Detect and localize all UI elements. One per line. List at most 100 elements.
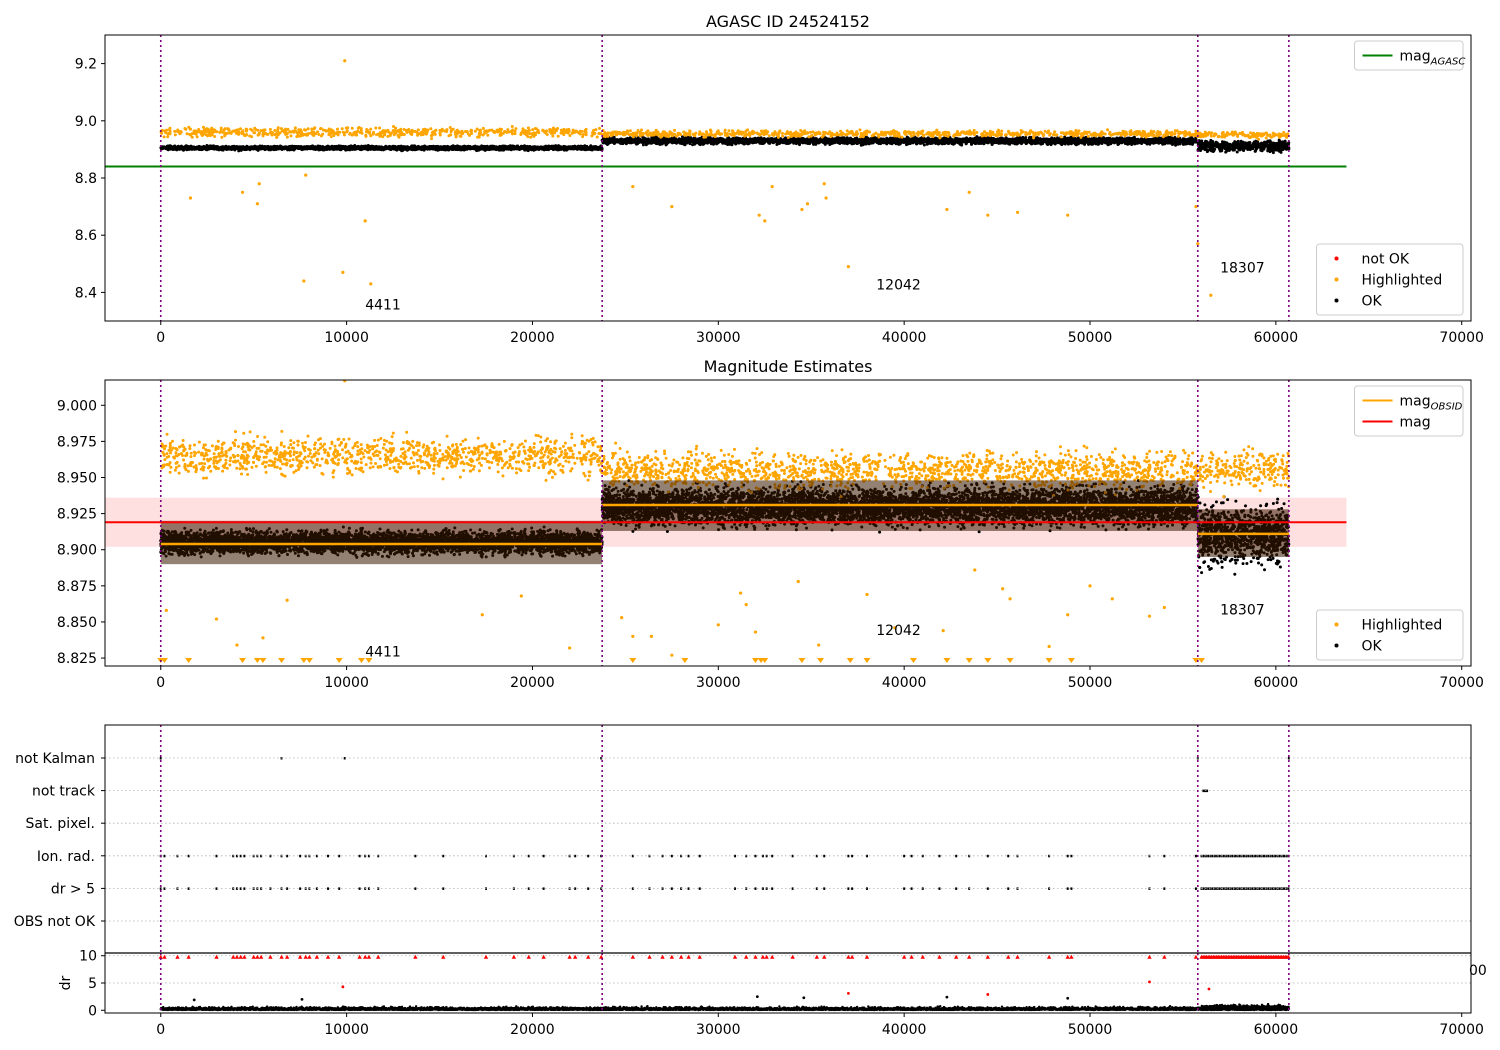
highlighted-point <box>391 124 395 128</box>
highlighted-point <box>594 128 598 132</box>
highlighted-point <box>159 131 163 135</box>
highlighted-point <box>595 135 599 139</box>
ok-point <box>286 148 290 152</box>
ok-point <box>368 146 372 150</box>
highlighted-point <box>319 126 323 130</box>
highlighted-point <box>443 129 447 133</box>
highlighted-point <box>196 130 200 134</box>
highlighted-point <box>218 130 222 134</box>
highlighted-point <box>477 135 481 139</box>
highlighted-point <box>469 129 473 133</box>
highlighted-point <box>209 128 213 132</box>
ok-point <box>587 147 591 151</box>
highlighted-point <box>449 130 453 134</box>
ok-point <box>227 147 231 151</box>
highlighted-point <box>424 132 428 136</box>
highlighted-point <box>432 131 436 135</box>
ok-point <box>322 148 326 152</box>
ok-point <box>382 147 386 151</box>
highlighted-point <box>177 130 181 134</box>
ok-point <box>516 146 520 150</box>
highlighted-point <box>340 127 344 131</box>
ok-point <box>379 146 383 150</box>
ok-point <box>552 146 556 150</box>
ok-point <box>329 147 333 151</box>
highlighted-point <box>388 134 392 138</box>
highlighted-point <box>356 129 360 133</box>
ok-point <box>521 144 525 148</box>
ok-point <box>297 145 301 149</box>
highlighted-point <box>364 134 368 138</box>
highlighted-point <box>293 126 297 130</box>
highlighted-point <box>164 131 168 135</box>
highlighted-point <box>185 132 189 136</box>
scatter-points <box>159 59 1291 297</box>
highlighted-point <box>481 126 485 130</box>
highlighted-point <box>412 129 416 133</box>
highlighted-point <box>303 133 307 137</box>
highlighted-point <box>485 129 489 133</box>
ok-point <box>526 147 530 151</box>
highlighted-point <box>556 134 560 138</box>
ok-point <box>583 145 587 149</box>
highlighted-point <box>204 133 208 137</box>
ok-point <box>400 149 404 153</box>
ok-point <box>282 146 286 150</box>
highlighted-point <box>350 126 354 130</box>
highlighted-point <box>598 126 602 130</box>
ok-point <box>513 146 517 150</box>
ok-point <box>177 147 181 151</box>
ok-point <box>270 147 274 151</box>
highlighted-point <box>162 135 166 139</box>
highlighted-point <box>597 132 601 136</box>
highlighted-point <box>201 133 205 137</box>
ok-point <box>243 145 247 149</box>
ok-point <box>501 147 505 151</box>
highlighted-point <box>570 131 574 135</box>
highlighted-point <box>399 127 403 131</box>
highlighted-point <box>400 132 404 136</box>
highlighted-point <box>302 128 306 132</box>
highlighted-point <box>285 135 289 139</box>
ok-point <box>279 145 283 149</box>
ok-point <box>160 147 164 151</box>
highlighted-point <box>371 132 375 136</box>
ok-point <box>209 145 213 149</box>
highlighted-point <box>348 132 352 136</box>
highlighted-point <box>567 129 571 133</box>
highlighted-point <box>211 130 215 134</box>
ok-point <box>538 146 542 150</box>
highlighted-point <box>568 133 572 137</box>
highlighted-point <box>529 135 533 139</box>
highlighted-point <box>421 132 425 136</box>
ok-point <box>453 146 457 150</box>
highlighted-point <box>329 135 333 139</box>
highlighted-point <box>256 133 260 137</box>
ok-point <box>220 148 224 152</box>
highlighted-point <box>193 129 197 133</box>
highlighted-point <box>551 126 555 130</box>
ok-point <box>430 147 434 151</box>
highlighted-point <box>514 127 518 131</box>
highlighted-point <box>352 131 356 135</box>
highlighted-point <box>254 128 258 132</box>
highlighted-point <box>252 131 256 135</box>
highlighted-point <box>310 130 314 134</box>
highlighted-point <box>265 132 269 136</box>
ok-point <box>213 145 217 149</box>
ok-point <box>421 146 425 150</box>
highlighted-point <box>297 128 301 132</box>
ok-point <box>192 146 196 150</box>
ok-point <box>248 148 252 152</box>
highlighted-point <box>429 127 433 131</box>
highlighted-point <box>276 126 280 130</box>
ok-point <box>333 146 337 150</box>
highlighted-point <box>420 130 424 134</box>
highlighted-point <box>213 135 217 139</box>
ok-point <box>479 146 483 150</box>
highlighted-point <box>456 130 460 134</box>
ok-point <box>549 146 553 150</box>
ok-point <box>252 147 256 151</box>
highlighted-point <box>278 131 282 135</box>
